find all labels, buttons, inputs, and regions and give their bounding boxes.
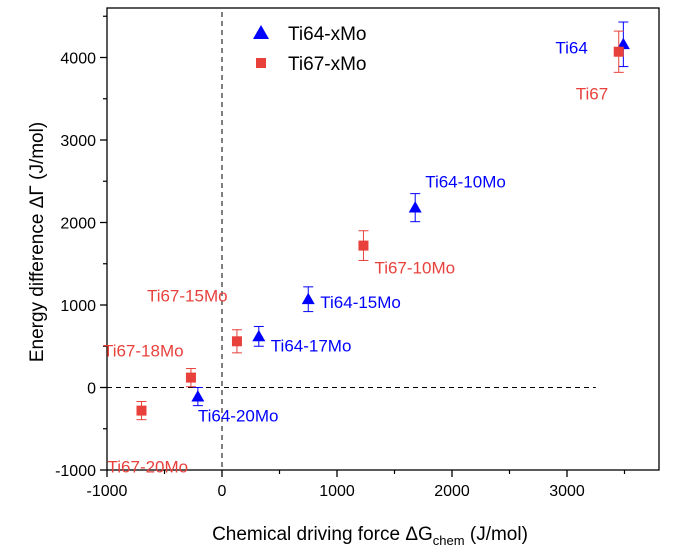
- axis-ticks: -1000 0 1000 2000 3000 -1000 0 1000 2000 3000 4000: [55, 15, 626, 500]
- y-tick-label: 0: [87, 381, 96, 398]
- data-point: Ti67: [576, 30, 624, 104]
- point-label: Ti67-10Mo: [374, 259, 455, 278]
- legend-square-marker: [256, 58, 266, 68]
- x-tick-label: 0: [218, 483, 227, 500]
- data-point: Ti64: [555, 21, 630, 68]
- y-tick-label: 1000: [60, 298, 96, 315]
- point-label: Ti67-18Mo: [103, 342, 184, 361]
- y-tick-label: 2000: [60, 216, 96, 233]
- x-tick-label: 2000: [434, 483, 470, 500]
- point-label: Ti67: [576, 85, 608, 104]
- point-label: Ti64-10Mo: [425, 173, 506, 192]
- triangle-marker: [408, 201, 422, 213]
- triangle-marker: [616, 37, 630, 50]
- y-tick-label: -1000: [55, 463, 96, 480]
- data-marks: Ti64 Ti64-10Mo Ti64-15Mo Ti64-17Mo Ti64-20Mo…: [103, 21, 630, 477]
- plot-border: [106, 7, 660, 471]
- triangle-marker: [252, 329, 266, 342]
- point-label: Ti64: [555, 38, 587, 57]
- legend-item: Ti64-xMo: [253, 24, 366, 45]
- point-label: Ti67-15Mo: [147, 286, 228, 305]
- y-axis-title: Energy difference ΔΓ (J/mol): [27, 122, 48, 362]
- square-marker: [185, 372, 196, 383]
- point-label: Ti64-20Mo: [198, 407, 279, 426]
- triangle-marker: [301, 292, 315, 305]
- square-marker: [358, 240, 369, 251]
- y-tick-label: 3000: [60, 133, 96, 150]
- square-marker: [231, 336, 242, 347]
- point-label: Ti67-20Mo: [108, 458, 189, 477]
- y-tick-label: 4000: [60, 51, 96, 68]
- x-tick-label: -1000: [87, 483, 128, 500]
- data-point: Ti67-18Mo: [103, 342, 196, 388]
- data-point: Ti67-15Mo: [147, 286, 242, 354]
- plot-frame: [106, 7, 660, 471]
- square-marker: [136, 405, 147, 416]
- data-point: Ti64-17Mo: [252, 325, 352, 355]
- data-point: Ti64-20Mo: [191, 387, 279, 426]
- data-point: Ti64-15Mo: [301, 286, 401, 312]
- legend-item: Ti67-xMo: [256, 54, 366, 75]
- point-label: Ti64-17Mo: [271, 336, 352, 355]
- legend-label: Ti64-xMo: [288, 24, 366, 45]
- data-point: Ti67-10Mo: [358, 230, 455, 278]
- x-axis-title: Chemical driving force ΔGchem (J/mol): [212, 524, 528, 548]
- data-point: Ti67-20Mo: [108, 401, 189, 477]
- point-label: Ti64-15Mo: [320, 293, 401, 312]
- square-marker: [613, 46, 624, 57]
- x-tick-label: 3000: [549, 483, 585, 500]
- data-point: Ti64-10Mo: [408, 173, 506, 223]
- triangle-marker: [191, 390, 205, 402]
- legend-label: Ti67-xMo: [288, 54, 366, 75]
- x-tick-label: 1000: [319, 483, 355, 500]
- legend: Ti64-xMo Ti67-xMo: [253, 24, 366, 75]
- legend-triangle-marker: [253, 25, 269, 39]
- reference-lines: [107, 12, 596, 470]
